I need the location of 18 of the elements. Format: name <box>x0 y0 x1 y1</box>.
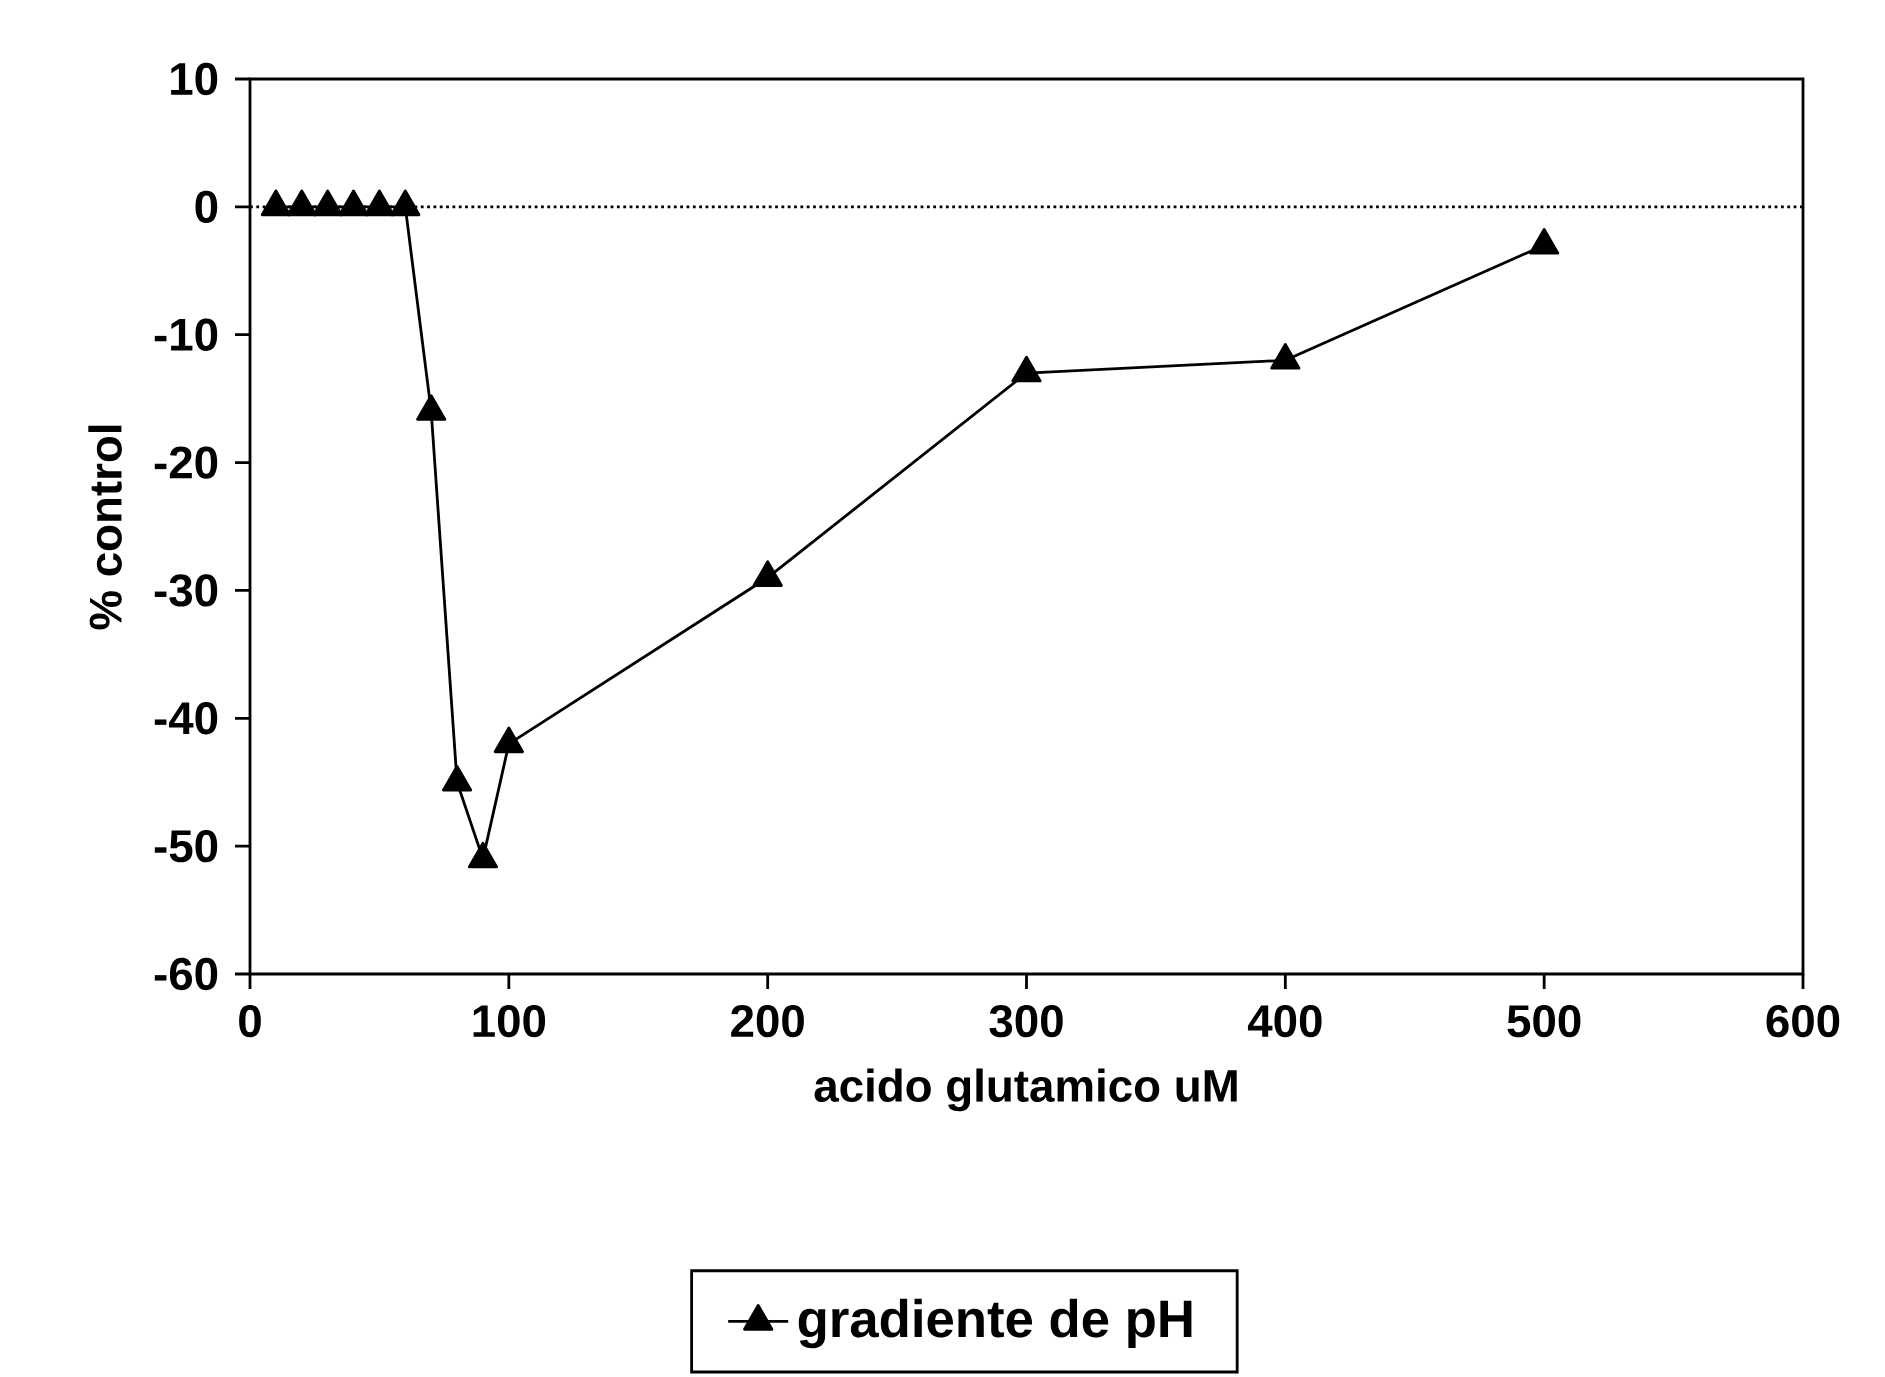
x-tick-label: 500 <box>1507 1004 1581 1038</box>
x-tick-label: 0 <box>239 1004 261 1038</box>
x-tick-label: 400 <box>1247 1004 1322 1038</box>
x-tick-label: 200 <box>731 1004 804 1038</box>
x-tick-label: 300 <box>989 1004 1063 1038</box>
y-tick-label: -30 <box>154 574 218 607</box>
y-tick-label: 10 <box>171 62 218 96</box>
legend-label: gradiente de pH <box>798 1298 1192 1349</box>
x-tick-label: 600 <box>1766 1004 1840 1038</box>
x-axis-title: acido glutamico uM <box>814 1068 1237 1112</box>
y-tick-label: -40 <box>154 702 218 735</box>
y-tick-label: -60 <box>154 957 218 991</box>
y-tick-label: -10 <box>154 318 218 351</box>
y-tick-label: 0 <box>195 190 218 224</box>
y-tick-label: -20 <box>154 446 218 479</box>
x-tick-label: 100 <box>473 1004 546 1038</box>
y-tick-label: -50 <box>154 829 218 863</box>
y-axis-title: % control <box>88 425 122 630</box>
